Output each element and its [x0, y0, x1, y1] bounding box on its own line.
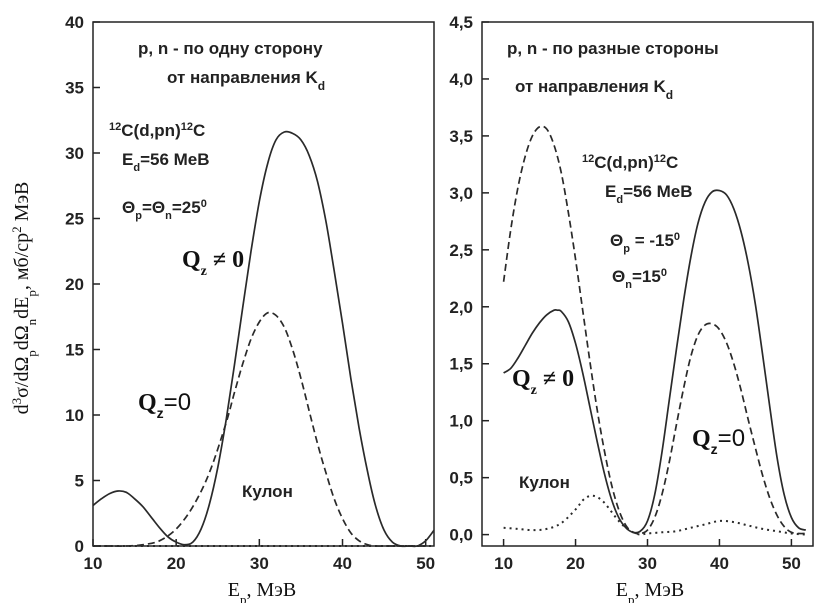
- right-label-coulomb: Кулон: [519, 473, 570, 492]
- right-x-tick-label: 30: [638, 554, 657, 573]
- left-y-tick-label: 30: [65, 144, 84, 163]
- left-plot-frame: [92, 21, 435, 547]
- right-panel: 10 20 30 40 50 0,0 0,5 1,0 1,5 2,0 2,5 3,0 3,5 4,0 4,5…: [449, 13, 814, 603]
- left-angles: Θp=Θn=250: [122, 198, 207, 222]
- right-x-tick-label: 40: [710, 554, 729, 573]
- right-y-tick-label: 4,5: [449, 13, 473, 32]
- left-ticks: 10 20 30 40 50 0 5 10 15 20 25 30 35 40: [65, 13, 435, 573]
- right-y-tick-label: 0,5: [449, 469, 473, 488]
- left-y-tick-label: 10: [65, 406, 84, 425]
- right-series-solid: [503, 189, 807, 534]
- left-label-coulomb: Кулон: [242, 482, 293, 501]
- left-series: [92, 130, 435, 548]
- left-energy: Ed=56 MeB: [122, 150, 210, 174]
- left-x-tick-label: 50: [416, 554, 435, 573]
- right-title: p, n - по разные стороны: [507, 39, 719, 58]
- right-x-tick-label: 10: [494, 554, 513, 573]
- left-y-tick-label: 5: [75, 472, 84, 491]
- right-angle-n: Θn=150: [612, 267, 667, 291]
- right-reaction: 12C(d,pn)12C: [582, 153, 678, 172]
- left-x-tick-label: 30: [250, 554, 269, 573]
- right-subtitle: от направления Kd: [515, 77, 673, 102]
- left-x-tick-label: 20: [167, 554, 186, 573]
- y-axis-label: d3σ/dΩpdΩndEp, мб/ср2 МэВ: [9, 182, 39, 415]
- left-y-tick-label: 15: [65, 341, 84, 360]
- left-label-qz-nonzero: Qz ≠ 0: [182, 247, 244, 279]
- left-y-tick-label: 25: [65, 210, 84, 229]
- right-energy: Ed=56 MeB: [605, 182, 693, 206]
- right-y-tick-label: 2,0: [449, 298, 473, 317]
- right-series: [502, 125, 807, 536]
- left-y-tick-label: 0: [75, 537, 84, 556]
- right-label-qz-nonzero: Qz ≠ 0: [512, 366, 574, 398]
- right-x-tick-label: 50: [782, 554, 801, 573]
- left-panel: 10 20 30 40 50 0 5 10 15 20 25 30 35 40 p, n - по одн…: [65, 13, 435, 603]
- left-x-axis-label: Ep, МэВ: [228, 579, 296, 603]
- left-y-tick-label: 40: [65, 13, 84, 32]
- left-series-dashed: [93, 311, 426, 547]
- right-ticks: 10 20 30 40 50 0,0 0,5 1,0 1,5 2,0 2,5 3,0 3,5 4,0 4,5: [449, 13, 801, 573]
- right-y-tick-label: 0,0: [449, 526, 473, 545]
- left-x-tick-label: 10: [84, 554, 103, 573]
- right-series-dotted: [503, 494, 806, 536]
- right-x-tick-label: 20: [566, 554, 585, 573]
- left-x-tick-label: 40: [333, 554, 352, 573]
- left-subtitle: от направления Kd: [167, 68, 325, 93]
- left-y-tick-label: 35: [65, 79, 84, 98]
- left-label-qz-zero: Qz=0: [138, 389, 191, 421]
- right-y-tick-label: 1,5: [449, 355, 473, 374]
- left-series-solid: [92, 130, 435, 548]
- right-y-tick-label: 4,0: [449, 70, 473, 89]
- right-x-axis-label: Ep, МэВ: [616, 579, 684, 603]
- right-label-qz-zero: Qz=0: [692, 425, 745, 457]
- right-y-tick-label: 2,5: [449, 241, 473, 260]
- right-y-tick-label: 3,5: [449, 127, 473, 146]
- right-angle-p: Θp = -150: [610, 231, 680, 255]
- left-title: p, n - по одну сторону: [138, 39, 323, 58]
- left-y-tick-label: 20: [65, 275, 84, 294]
- right-y-tick-label: 3,0: [449, 184, 473, 203]
- left-reaction: 12C(d,pn)12C: [109, 121, 205, 140]
- right-y-tick-label: 1,0: [449, 412, 473, 431]
